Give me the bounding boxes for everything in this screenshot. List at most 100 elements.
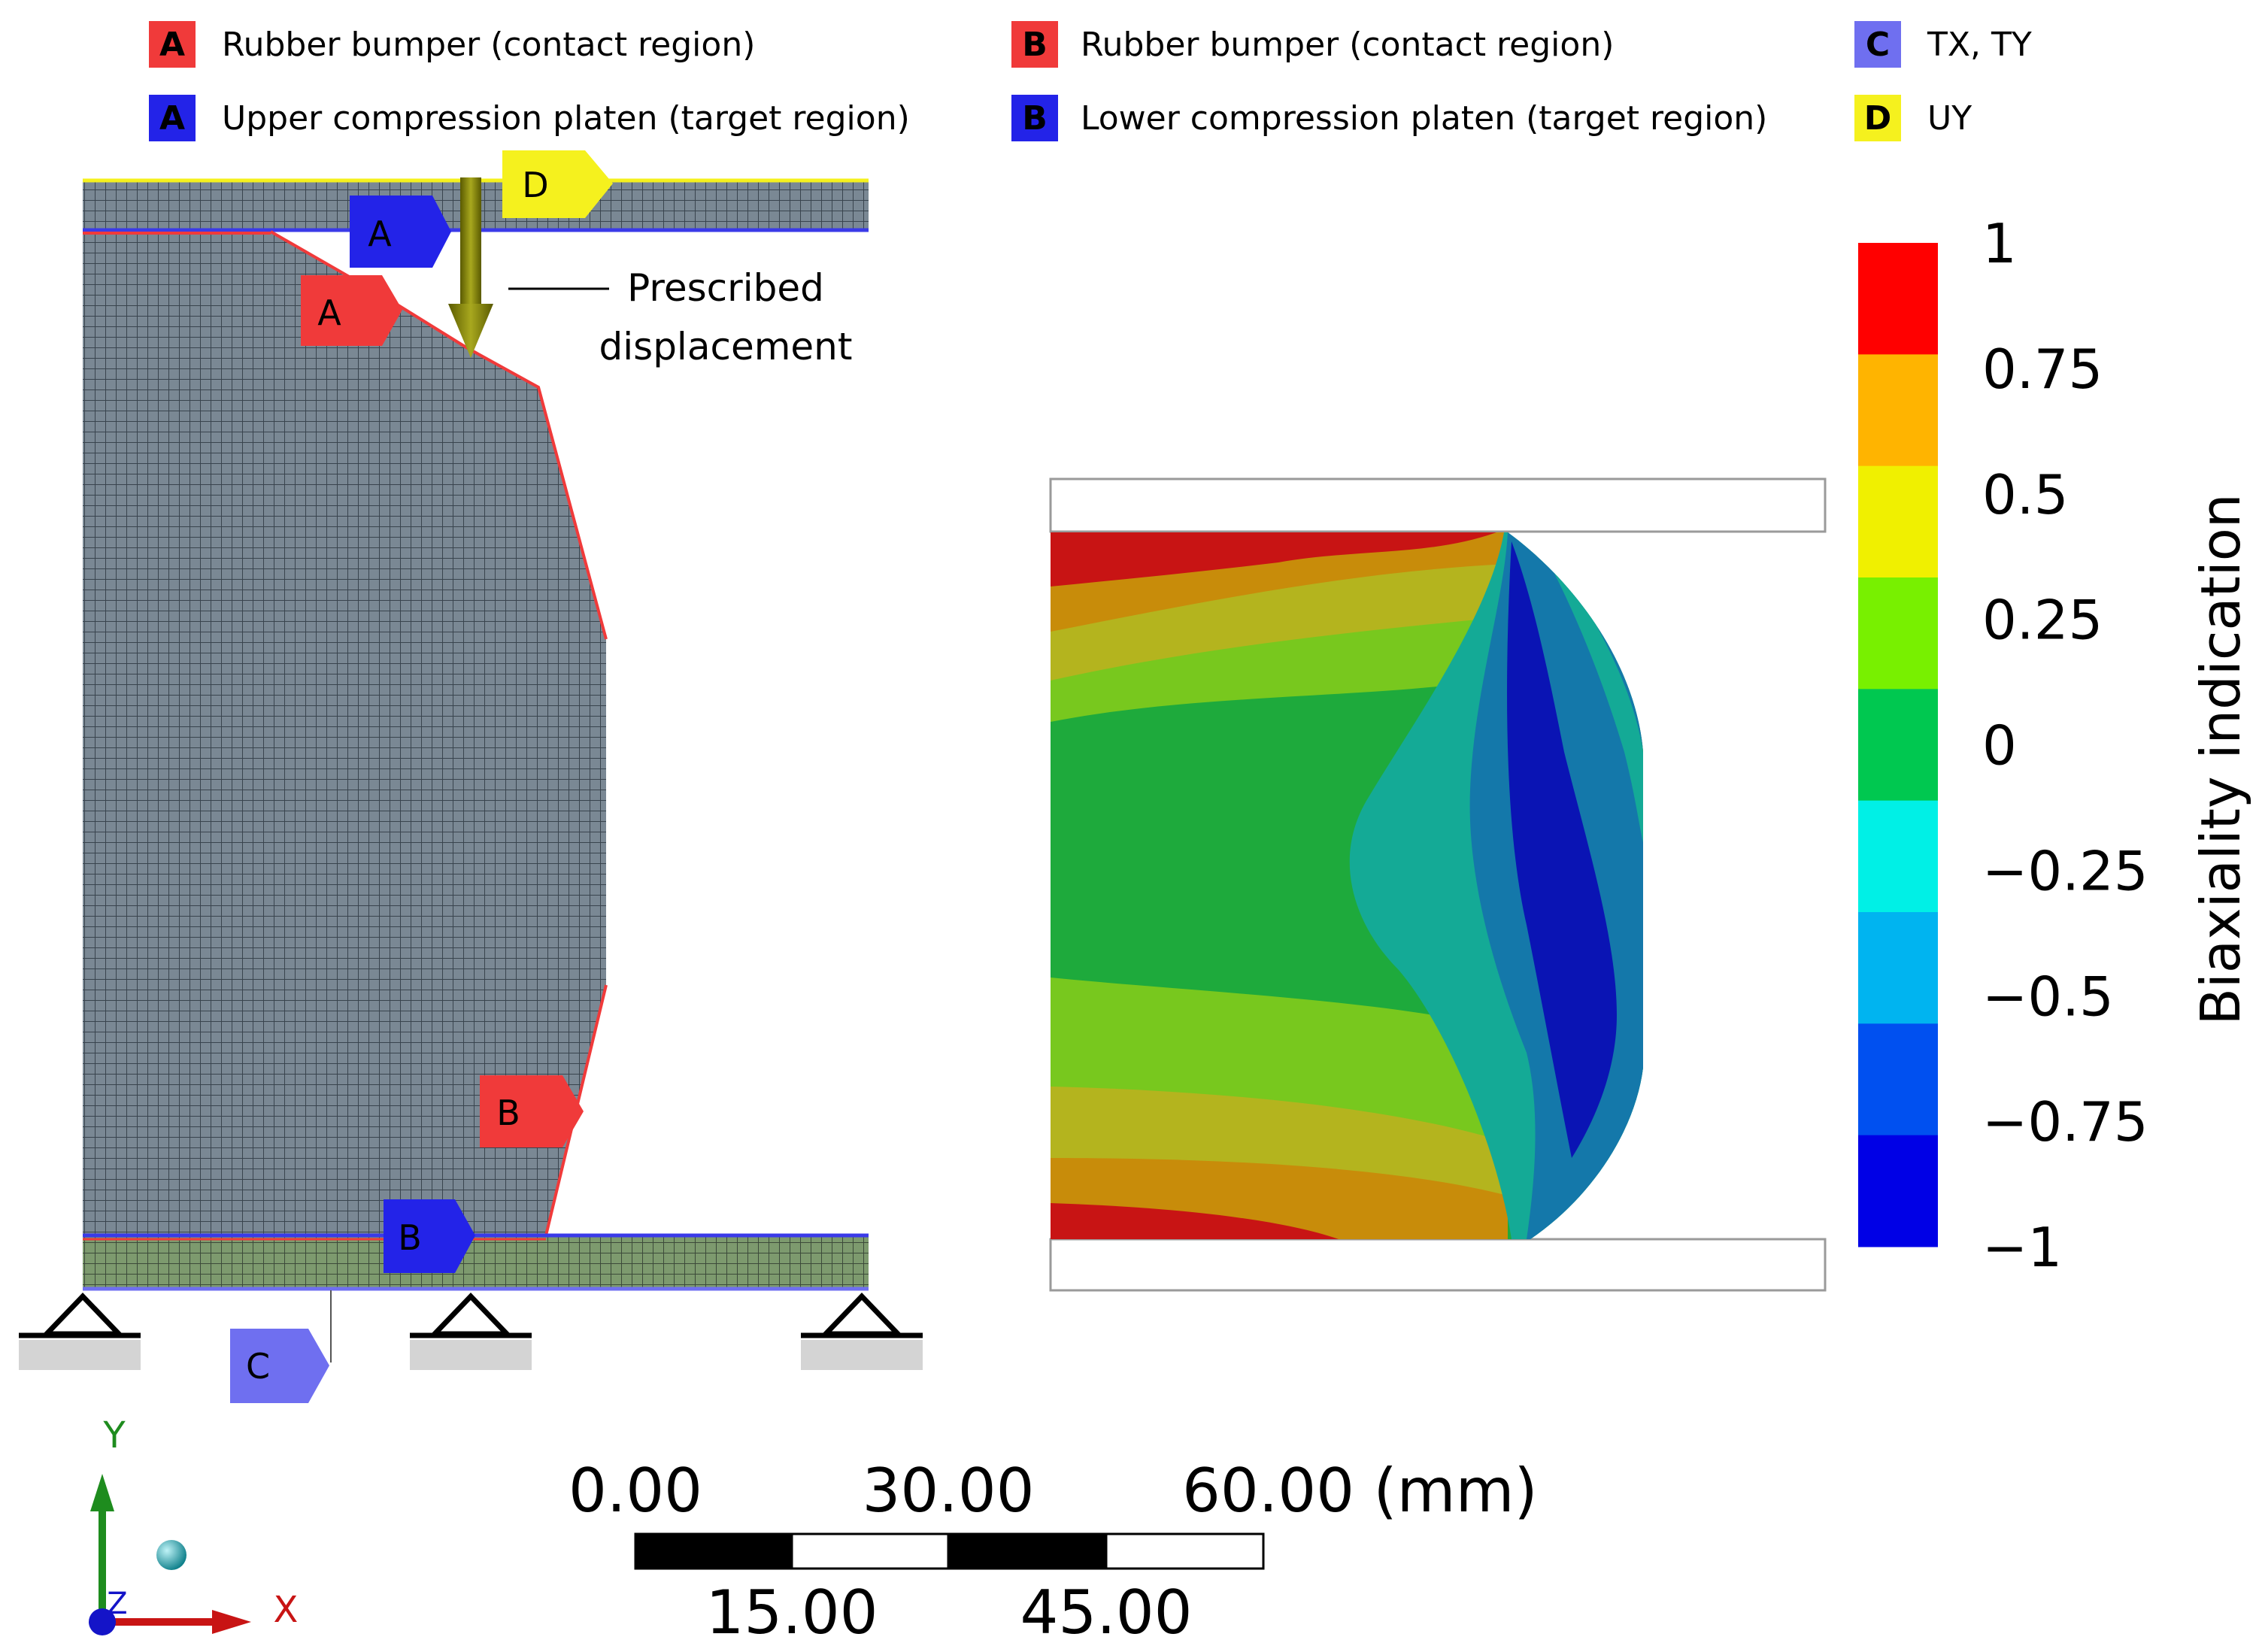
legend: A Rubber bumper (contact region) A Upper… xyxy=(149,21,2032,141)
colorbar-title: Biaxiality indication xyxy=(2189,494,2252,1026)
colorbar-tick-label: 1 xyxy=(1982,212,2017,275)
flag-b-lower-platen: B xyxy=(384,1199,475,1273)
colorbar-segment xyxy=(1858,354,1938,467)
colorbar-segment xyxy=(1858,465,1938,578)
flag-letter: D xyxy=(522,165,548,205)
flag-shape xyxy=(502,150,613,218)
ground-hatch xyxy=(19,1340,141,1370)
colorbar: 1 0.75 0.5 0.25 0 −0.25 −0.5 −0.75 −1 Biaxiality… xyxy=(1858,212,2252,1279)
legend-letter: D xyxy=(1864,99,1892,138)
support-left xyxy=(19,1292,141,1370)
flag-letter: C xyxy=(246,1346,270,1387)
flag-shape xyxy=(350,196,451,268)
triad-y-label: Y xyxy=(102,1414,126,1456)
legend-label: Lower compression platen (target region) xyxy=(1081,99,1767,138)
triad-x-arrowhead xyxy=(212,1610,251,1634)
legend-label: TX, TY xyxy=(1927,26,2032,64)
flag-letter: A xyxy=(368,214,392,254)
support-triangle xyxy=(819,1292,905,1337)
legend-letter: B xyxy=(1022,99,1048,138)
colorbar-segment xyxy=(1858,912,1938,1024)
scale-label-45: 45.00 xyxy=(1020,1578,1192,1647)
legend-swatch-b-contact xyxy=(1011,21,1058,68)
displacement-arrow xyxy=(448,177,493,358)
legend-label: Upper compression platen (target region) xyxy=(222,99,910,138)
legend-label: Rubber bumper (contact region) xyxy=(1081,26,1614,64)
flag-shape xyxy=(230,1329,329,1403)
triad-z-label: Z xyxy=(107,1587,127,1621)
scale-bar-outline xyxy=(634,1532,1265,1570)
contour-bumper xyxy=(1051,532,1643,1239)
legend-swatch-c-support xyxy=(1854,21,1901,68)
colorbar-segment xyxy=(1858,243,1938,355)
colorbar-tick-label: 0 xyxy=(1982,714,2017,778)
triad-iso-ball xyxy=(156,1540,186,1570)
colorbar-tick-label: 0.5 xyxy=(1982,463,2069,526)
legend-item-d-displacement: D UY xyxy=(1854,95,1972,141)
triad-z-axis xyxy=(89,1608,116,1635)
flag-b-bumper: B xyxy=(480,1075,584,1147)
lower-platen xyxy=(83,1235,869,1290)
arrow-shaft xyxy=(460,177,481,305)
legend-label: Rubber bumper (contact region) xyxy=(222,26,755,64)
scale-seg-3 xyxy=(948,1534,1106,1569)
scale-bar: 0.00 30.00 60.00 (mm) 15.00 45.00 xyxy=(569,1456,1538,1647)
annotation-line2: displacement xyxy=(599,325,853,368)
flag-a-bumper: A xyxy=(301,275,402,346)
legend-letter: A xyxy=(159,26,185,64)
scale-seg-2 xyxy=(790,1532,950,1570)
contour-plot xyxy=(1049,477,1827,1292)
legend-letter: A xyxy=(159,99,185,138)
colorbar-segments xyxy=(1858,243,1938,1247)
mesh-model: Prescribed displacement A A B B C D xyxy=(19,150,923,1403)
flag-d-displacement: D xyxy=(502,150,613,218)
colorbar-segment xyxy=(1858,1135,1938,1247)
ground-hatch xyxy=(410,1340,532,1370)
triad-x-label: X xyxy=(274,1589,299,1631)
scale-label-0: 0.00 xyxy=(569,1456,702,1526)
legend-item-a-target: A Upper compression platen (target regio… xyxy=(149,95,910,141)
legend-item-b-target: B Lower compression platen (target regio… xyxy=(1011,95,1767,141)
upper-platen-outline xyxy=(1049,477,1827,533)
rubber-bumper-mesh xyxy=(83,232,606,1235)
contour-region-deepblue xyxy=(1507,541,1617,1158)
flag-shape xyxy=(480,1075,584,1147)
scale-seg-4 xyxy=(1105,1532,1265,1570)
colorbar-tick-label: −1 xyxy=(1982,1216,2062,1279)
colorbar-tick-label: −0.75 xyxy=(1982,1090,2148,1153)
contour-band-red-bottom xyxy=(1051,1203,1339,1239)
legend-swatch-b-target xyxy=(1011,95,1058,141)
arrow-head xyxy=(448,304,493,358)
scale-seg-1 xyxy=(635,1534,792,1569)
legend-label: UY xyxy=(1927,99,1972,138)
contour-band-red-top xyxy=(1051,532,1496,587)
colorbar-segment xyxy=(1858,1023,1938,1136)
support-triangle xyxy=(428,1292,514,1337)
triad-y-arrowhead xyxy=(90,1474,114,1511)
flag-letter: B xyxy=(398,1217,422,1258)
flag-shape xyxy=(301,275,402,346)
colorbar-segment xyxy=(1858,577,1938,690)
legend-item-a-contact: A Rubber bumper (contact region) xyxy=(149,21,755,68)
legend-swatch-a-target xyxy=(149,95,196,141)
lower-platen-outline xyxy=(1049,1238,1827,1292)
flag-shape xyxy=(384,1199,475,1273)
colorbar-tick-label: −0.25 xyxy=(1982,839,2148,902)
flag-a-upper-platen: A xyxy=(350,196,451,268)
support-triangle xyxy=(40,1292,126,1337)
legend-swatch-a-contact xyxy=(149,21,196,68)
colorbar-tick-label: 0.25 xyxy=(1982,589,2103,652)
legend-item-c-support: C TX, TY xyxy=(1854,21,2032,68)
legend-letter: B xyxy=(1022,26,1048,64)
annotation-line1: Prescribed xyxy=(627,266,824,310)
colorbar-tick-label: 0.75 xyxy=(1982,338,2103,401)
legend-item-b-contact: B Rubber bumper (contact region) xyxy=(1011,21,1614,68)
contour-region-teal-edge xyxy=(1534,535,1643,842)
legend-letter: C xyxy=(1866,26,1890,64)
support-middle xyxy=(410,1292,532,1370)
flag-c-support: C xyxy=(230,1290,332,1403)
scale-label-30: 30.00 xyxy=(862,1456,1034,1526)
colorbar-tick-label: −0.5 xyxy=(1982,965,2114,1028)
colorbar-tick-labels: 1 0.75 0.5 0.25 0 −0.25 −0.5 −0.75 −1 xyxy=(1982,212,2148,1279)
